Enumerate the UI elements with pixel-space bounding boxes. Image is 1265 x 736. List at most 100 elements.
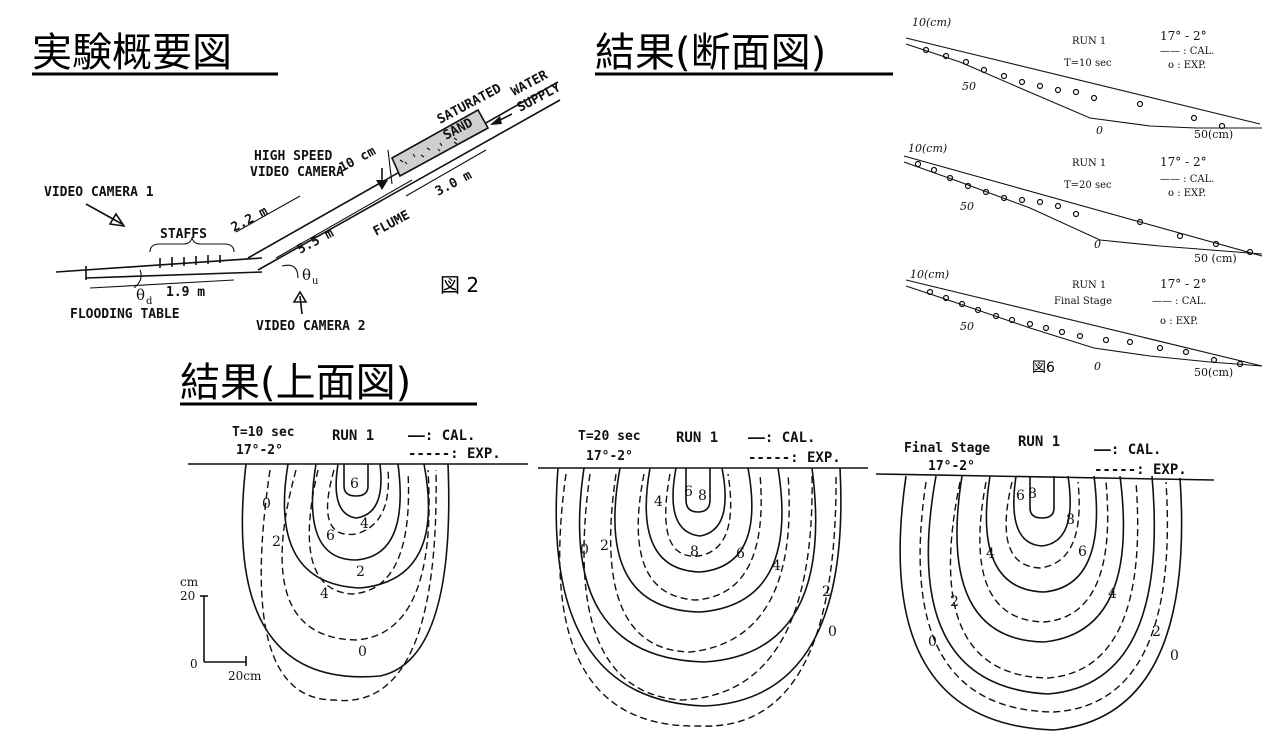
profile-1-scale: 10(cm) [912,16,951,29]
profile-1-exp: o : EXP. [1168,60,1206,71]
heading-plan-result: 結果(上面図) [180,360,411,406]
plan-2-exp: -----: EXP. [748,450,841,466]
label-high-speed: HIGH SPEED [254,149,332,164]
plan-1-exp: -----: EXP. [408,446,501,462]
plan-2-cal-2 [578,467,817,663]
plan-2-label-6: 6 [684,484,693,500]
profile-panel-1: 10(cm) 50 0 50(cm) RUN 1 T=10 sec 17° - … [905,16,1262,141]
high-speed-camera-arrowhead [376,180,388,190]
plan-2-label-4-right: 4 [772,558,781,574]
plan-3-run: RUN 1 [1018,434,1060,450]
theta-u-arc [281,264,299,279]
profile-2-50: 50 [960,200,974,213]
plan-2-cal-8 [672,467,726,537]
dim-5-5m-line [275,179,413,259]
flooding-table-bottom [85,271,263,279]
plan-2-exp-2 [583,473,813,701]
profile-3-exp: o : EXP. [1160,316,1198,327]
profile-3-time: Final Stage [1054,296,1112,307]
profile-panel-3: 10(cm) 50 0 50(cm) RUN 1 Final Stage 17°… [905,268,1263,379]
profile-3-scale: 10(cm) [910,268,949,281]
label-flooding-table: FLOODING TABLE [70,307,180,322]
plan-2-cal-6 [645,467,753,573]
label-theta-d: θ [136,286,145,304]
profile-1-time: T=10 sec [1064,58,1112,69]
flooding-table-top [55,257,263,273]
profile-1-run: RUN 1 [1072,36,1106,47]
profile-panel-2: 10(cm) 50 0 50 (cm) RUN 1 T=20 sec 17° -… [903,142,1263,265]
scale-20-vertical: 20 [180,589,195,603]
plan-3-angle: 17°-2° [928,459,975,474]
label-staffs: STAFFS [160,227,207,242]
dim-1-9m-line [89,279,235,289]
profile-2-cal: —— : CAL. [1160,174,1214,185]
label-theta-u-sub: u [312,276,319,287]
label-dim-2-2m: 2.2 m [229,204,271,236]
plan-3-exp-2 [919,481,1169,713]
plan-3-label-4-left: 4 [986,546,995,562]
plan-1-cal: ——: CAL. [408,428,475,444]
plan-1-label-0: 0 [262,496,271,512]
plan-1-label-4-outer: 4 [320,586,329,602]
plan-3-label-2-right: 2 [1152,624,1161,640]
plan-1-label-0-bottom: 0 [358,644,367,660]
profile-3-exp-points [926,288,1244,368]
plan-2-label-4: 4 [654,494,663,510]
plan-1-run: RUN 1 [332,428,374,444]
profile-1-cal: —— : CAL. [1160,46,1214,57]
profile-1-exp-points [922,46,1226,130]
profile-2-initial-slope [903,155,1263,257]
plan-2-cal: ——: CAL. [748,430,815,446]
camera-1-arrowhead [108,212,126,228]
plan-1-angle: 17°-2° [236,443,283,458]
flume-bottom-line [257,99,561,271]
profile-1-50cm: 50(cm) [1194,128,1233,141]
plan-2-label-8-inner: 8 [698,488,707,504]
plan-3-cal-8 [1013,475,1071,547]
profile-1-angle: 17° - 2° [1160,29,1207,43]
plan-3-cal-2 [927,475,1156,695]
label-dim-5-5m: 5.5 m [295,226,337,258]
plan-1-cal-0 [241,463,450,678]
heading-experiment: 実験概要図 [32,30,232,76]
plan-2-exp-6 [637,473,762,601]
plan-3-cal-0 [899,475,1183,731]
plan-1-label-6: 6 [326,528,335,544]
profile-1-50: 50 [962,80,976,93]
plan-3-label-6: 6 [1016,488,1025,504]
setup-diagram: SATURATED SAND WATER SUPPLY HIGH SPEED V… [44,68,563,334]
plan-1-inlet [343,464,369,497]
plan-2-label-0-right: 0 [828,624,837,640]
profile-2-time: T=20 sec [1064,180,1112,191]
plan-1-label-4: 4 [360,516,369,532]
camera-1-arrow [85,203,123,225]
plan-1-label-6-inner: 6 [350,476,359,492]
plan-3-inlet [1029,476,1055,519]
label-dim-1-9m: 1.9 m [166,285,205,300]
profile-3-0: 0 [1094,360,1101,373]
plan-panel-3: Final Stage 17°-2° RUN 1 ——: CAL. -----:… [875,434,1215,731]
plan-1-cal-4 [311,463,401,561]
staffs [159,255,221,268]
plan-1-label-2: 2 [356,564,365,580]
plan-2-angle: 17°-2° [586,449,633,464]
profile-1-cal-line [905,43,1262,129]
heading-section-result: 結果(断面図) [595,30,826,76]
plan-2-run: RUN 1 [676,430,718,446]
label-video-camera: VIDEO CAMERA [250,165,344,180]
plan-3-cal-4 [956,475,1125,643]
plan-3-cal-6 [985,475,1098,593]
plan-2-label-0-left: 0 [580,542,589,558]
label-theta-u: θ [302,266,311,284]
dim-2-2m-line [235,195,301,233]
profile-2-angle: 17° - 2° [1160,155,1207,169]
plan-panel-2: T=20 sec 17°-2° RUN 1 ——: CAL. -----: EX… [538,429,868,727]
scale-origin: 0 [190,657,198,671]
label-video-camera-2: VIDEO CAMERA 2 [256,319,366,334]
sand-wall [387,149,393,185]
scale-bar: cm 20 0 20cm [180,575,262,683]
plan-1-exp-2 [281,469,430,641]
plan-1-time: T=10 sec [232,425,295,440]
plan-2-exp-8 [665,473,732,557]
